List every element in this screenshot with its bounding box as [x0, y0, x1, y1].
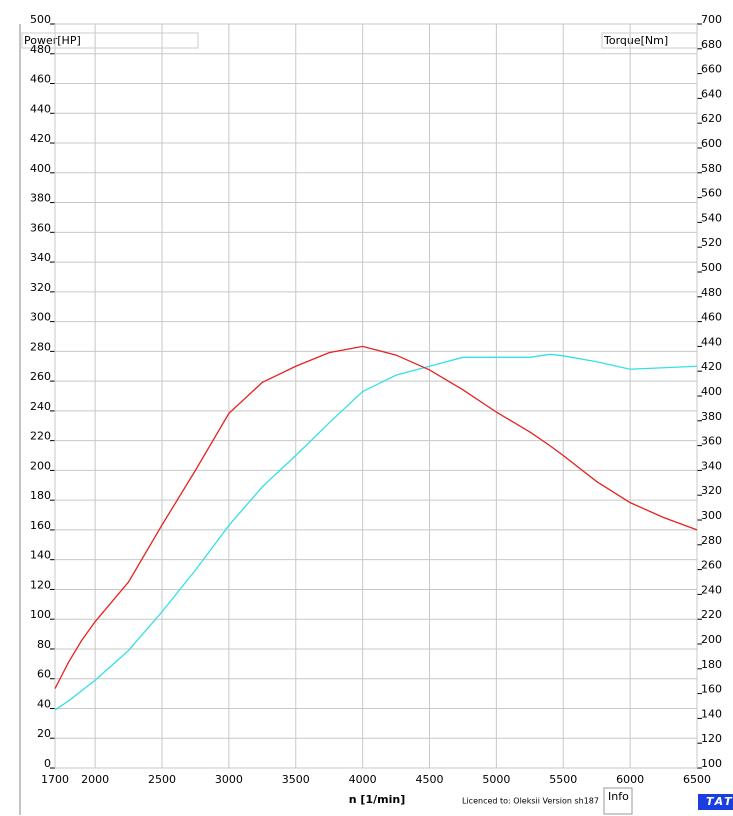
y-tick-label: 40: [37, 697, 51, 710]
y-tick-label: 160: [30, 519, 51, 532]
y2-tick-label: 380: [701, 410, 722, 423]
y2-tick-label: 480: [701, 286, 722, 299]
y2-tick-label: 540: [701, 211, 722, 224]
y-tick-label: 260: [30, 370, 51, 383]
y-axis-label: Power[HP]: [24, 34, 81, 47]
series-line: [54, 345, 698, 689]
y-tick-label: 500: [30, 13, 51, 26]
x-tick-label: 5000: [482, 773, 510, 786]
info-label[interactable]: Info: [608, 790, 629, 803]
y2-tick-label: 200: [701, 633, 722, 646]
y-tick-label: 380: [30, 192, 51, 205]
y2-tick-label: 360: [701, 435, 722, 448]
y-tick-label: 80: [37, 638, 51, 651]
x-axis-label: n [1/min]: [349, 793, 405, 806]
y2-tick-label: 280: [701, 534, 722, 547]
y2-tick-label: 300: [701, 509, 722, 522]
x-tick-label: 3000: [215, 773, 243, 786]
y-tick-label: 460: [30, 73, 51, 86]
y-tick-label: 360: [30, 221, 51, 234]
y2-tick-label: 500: [701, 261, 722, 274]
x-tick-label: 6000: [616, 773, 644, 786]
series-line: [54, 353, 698, 711]
y-tick-label: 280: [30, 340, 51, 353]
y-tick-label: 220: [30, 430, 51, 443]
y-tick-label: 120: [30, 578, 51, 591]
y2-tick-label: 140: [701, 707, 722, 720]
y-tick-label: 420: [30, 132, 51, 145]
brand: TAT: [706, 795, 733, 808]
y2-tick-label: 160: [701, 683, 722, 696]
info-button[interactable]: [603, 787, 633, 815]
y-tick-label: 100: [30, 608, 51, 621]
y-tick-label: 340: [30, 251, 51, 264]
x-tick-label: 1700: [41, 773, 69, 786]
y-tick-label: 240: [30, 400, 51, 413]
x-tick-label: 5500: [549, 773, 577, 786]
y2-tick-label: 580: [701, 162, 722, 175]
y-tick-label: 300: [30, 311, 51, 324]
y2-tick-label: 260: [701, 559, 722, 572]
y-tick-label: 0: [44, 757, 51, 770]
y2-tick-label: 560: [701, 187, 722, 200]
y2-tick-label: 120: [701, 732, 722, 745]
brand-badge: [698, 794, 733, 810]
y2-axis-label: Torque[Nm]: [603, 34, 668, 47]
y2-tick-label: 600: [701, 137, 722, 150]
y-tick-label: 400: [30, 162, 51, 175]
x-tick-label: 2000: [81, 773, 109, 786]
y2-tick-label: 520: [701, 236, 722, 249]
y-tick-label: 320: [30, 281, 51, 294]
y2-tick-label: 400: [701, 385, 722, 398]
y2-tick-label: 340: [701, 459, 722, 472]
y2-tick-label: 420: [701, 360, 722, 373]
x-tick-label: 4500: [416, 773, 444, 786]
legend-box: [21, 32, 199, 49]
y-tick-label: 140: [30, 549, 51, 562]
y2-tick-label: 460: [701, 311, 722, 324]
y-tick-label: 60: [37, 668, 51, 681]
y2-tick-label: 320: [701, 484, 722, 497]
footer: Licenced to: Oleksii Version sh187: [462, 797, 599, 806]
x-tick-label: 4000: [349, 773, 377, 786]
y2-tick-label: 240: [701, 583, 722, 596]
y2-tick-label: 680: [701, 38, 722, 51]
y-tick-label: 180: [30, 489, 51, 502]
y-tick-label: 480: [30, 43, 51, 56]
y2-tick-label: 640: [701, 87, 722, 100]
x-tick-label: 6500: [683, 773, 711, 786]
y2-tick-label: 440: [701, 335, 722, 348]
y2-tick-label: 660: [701, 63, 722, 76]
y2-tick-label: 620: [701, 112, 722, 125]
y2-tick-label: 700: [701, 13, 722, 26]
x-tick-label: 2500: [148, 773, 176, 786]
y-tick-label: 20: [37, 727, 51, 740]
y2-tick-label: 180: [701, 658, 722, 671]
y-tick-label: 200: [30, 459, 51, 472]
x-tick-label: 3500: [282, 773, 310, 786]
y2-tick-label: 100: [701, 757, 722, 770]
y2-tick-label: 220: [701, 608, 722, 621]
y-tick-label: 440: [30, 102, 51, 115]
